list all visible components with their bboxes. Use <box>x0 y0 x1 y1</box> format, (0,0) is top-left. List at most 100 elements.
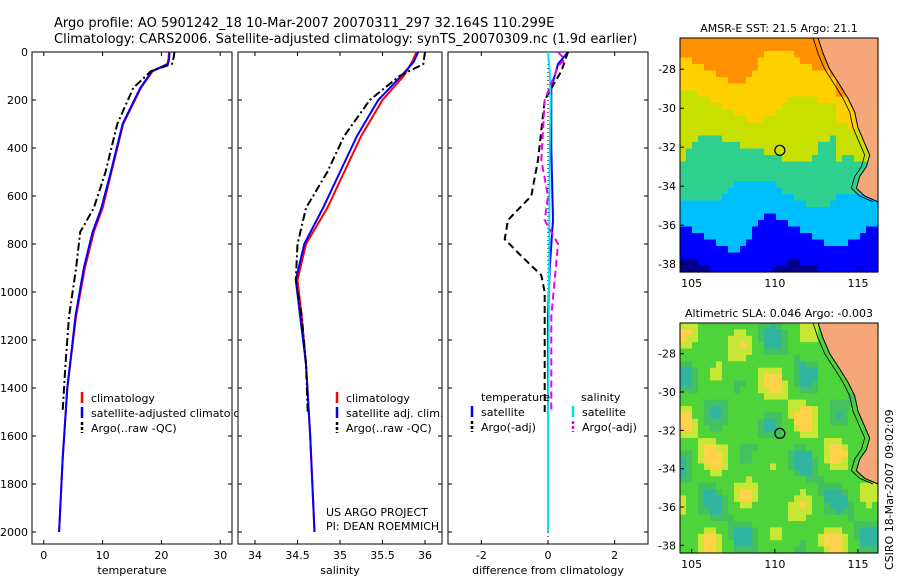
map-cell <box>692 116 699 124</box>
map-cell <box>806 90 813 98</box>
map-cell <box>848 495 855 503</box>
map-cell <box>794 70 801 78</box>
map-cell <box>746 194 753 202</box>
map-cell <box>764 386 771 394</box>
map-cell <box>830 406 837 414</box>
map-cell <box>806 399 813 407</box>
map-cell <box>686 380 693 388</box>
map-cell <box>686 386 693 394</box>
map-cell <box>830 521 837 529</box>
map-cell <box>830 495 837 503</box>
map-cell <box>740 116 747 124</box>
map-cell <box>704 374 711 382</box>
map-cell <box>704 406 711 414</box>
map-cell <box>848 207 855 215</box>
map-cell <box>716 109 723 117</box>
map-cell <box>836 252 843 260</box>
map-cell <box>710 425 717 433</box>
map-cell <box>758 90 765 98</box>
map-cell <box>800 444 807 452</box>
map-cell <box>704 323 711 330</box>
map-cell <box>854 444 861 452</box>
map-cell <box>740 367 747 375</box>
map-cell <box>728 367 735 375</box>
map-cell <box>800 38 807 46</box>
map-cell <box>770 380 777 388</box>
map-cell <box>728 103 735 111</box>
map-cell <box>758 246 765 254</box>
map-cell <box>740 329 747 337</box>
map-cell <box>842 386 849 394</box>
map-cell <box>818 457 825 465</box>
map-cell <box>824 508 831 516</box>
map-cell <box>776 374 783 382</box>
map-cell <box>734 148 741 156</box>
map-cell <box>680 399 687 407</box>
map-cell <box>830 412 837 420</box>
map-cell <box>746 181 753 189</box>
map-cell <box>860 482 867 490</box>
map-cell <box>788 323 795 330</box>
map-cell <box>752 129 759 137</box>
map-cell <box>710 476 717 484</box>
map-cell <box>812 207 819 215</box>
map-cell <box>848 135 855 143</box>
map-cell <box>692 200 699 208</box>
map-cell <box>794 342 801 350</box>
map-cell <box>728 57 735 65</box>
temperature-series-line <box>58 51 171 533</box>
map-cell <box>704 122 711 130</box>
map-cell <box>854 457 861 465</box>
map-cell <box>746 44 753 52</box>
map-cell <box>740 51 747 59</box>
map-cell <box>794 148 801 156</box>
map-cell <box>860 508 867 516</box>
map-cell <box>848 533 855 541</box>
map-cell <box>740 354 747 362</box>
map-cell <box>872 239 879 247</box>
map-cell <box>794 489 801 497</box>
map-cell <box>680 495 687 503</box>
map-cell <box>764 246 771 254</box>
map-cell <box>710 239 717 247</box>
map-cell <box>764 161 771 169</box>
map-cell <box>776 135 783 143</box>
map-cell <box>692 51 699 59</box>
map-cell <box>836 412 843 420</box>
map-cell <box>692 431 699 439</box>
map-cell <box>818 265 825 273</box>
map-cell <box>704 148 711 156</box>
map-cell <box>830 476 837 484</box>
map-x-tick-label: 105 <box>681 277 702 290</box>
map-y-tick-label: -32 <box>658 141 676 154</box>
map-cell <box>686 495 693 503</box>
map-cell <box>812 96 819 104</box>
map-cell <box>746 527 753 535</box>
map-cell <box>752 148 759 156</box>
map-cell <box>722 161 729 169</box>
map-cell <box>728 329 735 337</box>
map-cell <box>812 514 819 522</box>
map-cell <box>860 213 867 221</box>
map-cell <box>734 122 741 130</box>
temperature-axes-box <box>31 51 233 545</box>
map-cell <box>812 393 819 401</box>
map-cell <box>758 335 765 343</box>
map-cell <box>764 44 771 52</box>
map-cell <box>806 335 813 343</box>
map-cell <box>872 259 879 267</box>
map-cell <box>788 374 795 382</box>
map-cell <box>710 96 717 104</box>
map-cell <box>680 329 687 337</box>
map-cell <box>740 348 747 356</box>
map-cell <box>692 64 699 72</box>
map-cell <box>872 207 879 215</box>
map-cell <box>758 527 765 535</box>
map-cell <box>716 239 723 247</box>
map-cell <box>770 57 777 65</box>
map-cell <box>686 450 693 458</box>
map-cell <box>830 501 837 509</box>
map-cell <box>818 367 825 375</box>
map-cell <box>836 444 843 452</box>
map-cell <box>812 122 819 130</box>
